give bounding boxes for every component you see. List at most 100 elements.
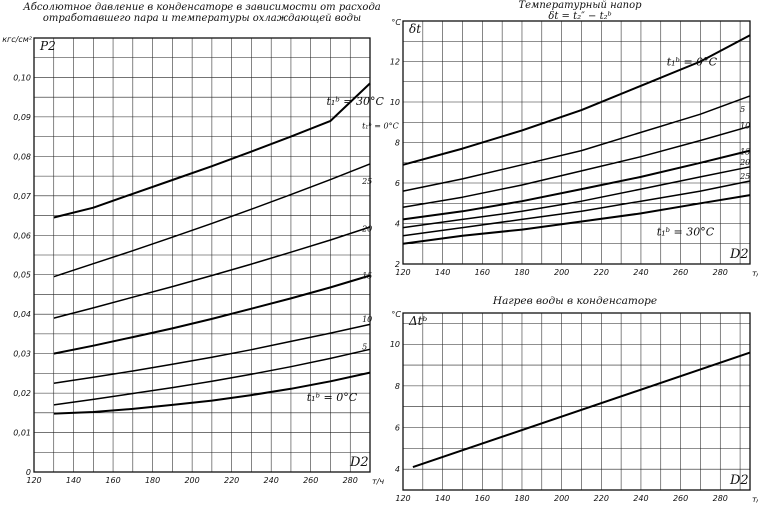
temp-head-y-tick-label: 12: [390, 58, 400, 67]
temp-head-x-tick-label: 120: [395, 268, 410, 277]
pressure-series-line: [53, 82, 371, 219]
heating-title: Нагрев воды в конденсаторе: [492, 295, 658, 307]
pressure-y-tick-label: 0,10: [13, 73, 31, 82]
heating-x-tick-label: 200: [554, 494, 569, 503]
pressure-y-unit: кгс/см²: [2, 35, 33, 44]
pressure-series-line: [53, 163, 371, 278]
temp-head-x-unit: т/ч: [752, 269, 758, 278]
heating-x-tick-label: 260: [673, 494, 688, 503]
pressure-annotation: 10: [362, 315, 372, 324]
pressure-x-tick-label: 160: [105, 476, 120, 485]
pressure-x-axis-label: D2: [349, 455, 369, 470]
heating-chart: [402, 312, 751, 491]
heating-x-tick-label: 220: [594, 494, 609, 503]
heating-y-unit: °C: [391, 310, 401, 319]
temp-head-y-unit: °C: [391, 18, 401, 27]
temp-head-annotation: t₁ᵇ = 30°C: [657, 226, 715, 239]
pressure-y-tick-label: 0,04: [13, 310, 31, 319]
temp-head-y-tick-label: 6: [395, 179, 400, 188]
pressure-annotation: t₁ᵇ = 0°C: [362, 122, 399, 131]
temp-head-series-line: [402, 149, 751, 221]
heating-y-tick-label: 10: [390, 340, 400, 349]
pressure-y-tick-label: 0,09: [13, 113, 31, 122]
pressure-annotation: 20: [361, 224, 372, 233]
pressure-series-line: [53, 371, 371, 415]
heating-x-tick-label: 140: [435, 494, 450, 503]
heating-x-tick-label: 180: [514, 494, 529, 503]
temp-head-x-tick-label: 140: [435, 268, 450, 277]
temp-head-x-tick-label: 260: [673, 268, 688, 277]
temp-head-x-tick-label: 200: [554, 268, 569, 277]
temp-head-title: Температурный напор: [518, 0, 642, 11]
temp-head-annotation: 5: [740, 105, 745, 114]
temp-head-frame: [402, 20, 751, 265]
heating-x-tick-label: 240: [633, 494, 648, 503]
pressure-series-line: [53, 348, 371, 406]
temp-head-series-line: [402, 194, 751, 245]
heating-series-line: [412, 351, 751, 469]
temp-head-series-line: [402, 166, 751, 229]
pressure-y-tick-label: 0,07: [13, 192, 32, 201]
heating-x-tick-label: 280: [713, 494, 728, 503]
temp-head-series-line: [402, 34, 751, 166]
heating-x-tick-label: 120: [395, 494, 410, 503]
temp-head-y-tick-label: 10: [390, 98, 400, 107]
pressure-y-tick-label: 0: [26, 468, 31, 477]
pressure-annotation: t₁ᵇ = 0°C: [307, 391, 358, 404]
pressure-series-line: [53, 274, 371, 355]
pressure-x-unit: т/ч: [372, 477, 384, 486]
temp-head-annotation: 25: [739, 172, 750, 181]
heating-x-tick-label: 160: [475, 494, 490, 503]
temp-head-annotation: 10: [740, 121, 750, 130]
pressure-x-tick-label: 240: [264, 476, 279, 485]
temp-head-annotation: 20: [739, 158, 750, 167]
pressure-y-tick-label: 0,06: [13, 231, 31, 240]
pressure-x-tick-label: 220: [224, 476, 239, 485]
temp-head-annotation: t₁ᵇ = 0°C: [667, 56, 718, 69]
temp-head-x-tick-label: 180: [514, 268, 529, 277]
pressure-frame: [33, 37, 371, 473]
pressure-x-tick-label: 120: [26, 476, 41, 485]
pressure-annotation: 15: [362, 272, 372, 281]
temp-head-series-line: [402, 180, 751, 237]
pressure-chart: [33, 37, 371, 473]
temp-head-y-tick-label: 4: [395, 220, 400, 229]
heating-x-axis-label: D2: [729, 473, 749, 488]
pressure-annotation: t₁ᵇ = 30°C: [327, 95, 385, 108]
temp-head-series-line: [402, 125, 751, 209]
pressure-series-line: [53, 226, 371, 319]
heating-x-unit: т/ч: [752, 495, 758, 504]
temp-head-subtitle: δt = t₂″ − t₂ᵇ: [548, 11, 612, 22]
temp-head-y-axis-label: δt: [409, 22, 421, 36]
temp-head-annotation: 15: [740, 148, 750, 157]
pressure-annotation: 25: [361, 177, 372, 186]
pressure-x-tick-label: 280: [343, 476, 358, 485]
pressure-y-tick-label: 0,03: [13, 350, 31, 359]
pressure-x-tick-label: 140: [66, 476, 81, 485]
temp-head-x-axis-label: D2: [729, 247, 749, 262]
pressure-x-tick-label: 180: [145, 476, 160, 485]
pressure-annotation: 5: [362, 343, 367, 352]
pressure-y-tick-label: 0,01: [13, 429, 31, 438]
pressure-y-tick-label: 0,08: [13, 152, 31, 161]
temp-head-x-tick-label: 160: [475, 268, 490, 277]
temp-head-y-tick-label: 2: [395, 260, 400, 269]
heating-y-axis-label: Δtᵇ: [408, 314, 427, 328]
temp-head-x-tick-label: 280: [713, 268, 728, 277]
pressure-y-axis-label: P2: [39, 39, 56, 53]
pressure-y-tick-label: 0,02: [13, 389, 31, 398]
heating-frame: [402, 312, 751, 491]
temp-head-x-tick-label: 220: [594, 268, 609, 277]
temp-head-chart: [402, 20, 751, 265]
heating-y-tick-label: 6: [395, 424, 400, 433]
pressure-x-tick-label: 260: [303, 476, 318, 485]
pressure-x-tick-label: 200: [184, 476, 199, 485]
heating-y-tick-label: 8: [395, 382, 400, 391]
temp-head-x-tick-label: 240: [633, 268, 648, 277]
heating-y-tick-label: 4: [395, 465, 400, 474]
pressure-y-tick-label: 0,05: [13, 271, 31, 280]
pressure-series-line: [53, 323, 371, 384]
pressure-title: Абсолютное давление в конденсаторе в зав…: [23, 2, 381, 24]
temp-head-series-line: [402, 95, 751, 192]
